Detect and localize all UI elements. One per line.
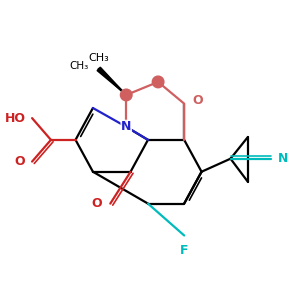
Circle shape — [152, 76, 164, 88]
Text: CH₃: CH₃ — [88, 53, 109, 63]
Text: O: O — [92, 197, 102, 210]
Text: N: N — [278, 152, 289, 165]
Polygon shape — [97, 67, 126, 95]
Text: N: N — [121, 120, 131, 133]
Text: HO: HO — [5, 112, 26, 124]
Text: O: O — [192, 94, 203, 107]
Text: O: O — [14, 155, 25, 168]
Text: F: F — [180, 244, 188, 256]
Text: CH₃: CH₃ — [69, 61, 88, 71]
Circle shape — [120, 89, 132, 101]
